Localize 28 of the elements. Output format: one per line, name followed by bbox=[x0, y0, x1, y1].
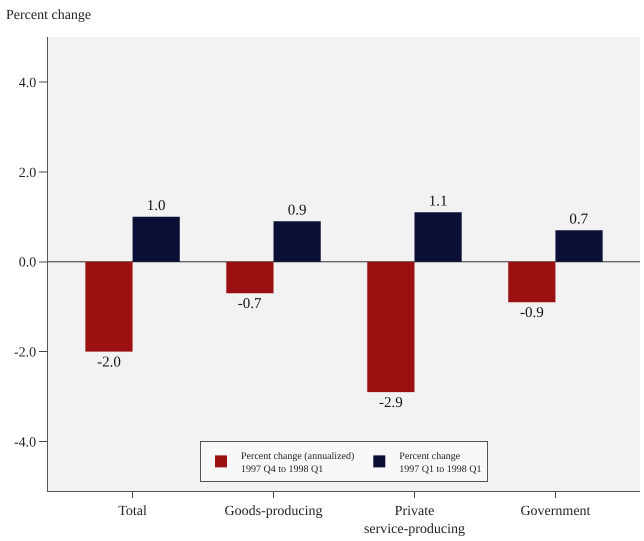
y-tick-label: -2.0 bbox=[14, 346, 36, 361]
data-label: 1.0 bbox=[146, 198, 166, 214]
x-tick-label: Goods-producing bbox=[224, 504, 323, 519]
data-label: -0.7 bbox=[238, 296, 262, 312]
legend-label: Percent change 1997 Q1 to 1998 Q1 bbox=[399, 450, 482, 475]
data-label: 1.1 bbox=[428, 193, 448, 210]
data-label: -2.0 bbox=[97, 354, 121, 371]
y-tick-label: 0.0 bbox=[18, 256, 36, 271]
x-tick-label: Total bbox=[118, 504, 147, 519]
bar bbox=[414, 212, 462, 262]
x-tick-label: Private service-producing bbox=[364, 504, 466, 537]
bar bbox=[555, 230, 603, 262]
bar bbox=[508, 262, 556, 302]
data-label: 0.7 bbox=[569, 211, 589, 228]
y-tick-label: 4.0 bbox=[18, 76, 36, 91]
y-tick-label: 2.0 bbox=[18, 166, 36, 181]
bar bbox=[226, 262, 274, 294]
bar bbox=[132, 216, 180, 262]
bar bbox=[85, 262, 133, 352]
y-tick-label: -4.0 bbox=[14, 435, 36, 450]
bar bbox=[367, 262, 414, 392]
legend-label: Percent change (annualized) 1997 Q4 to 1998 Q1 bbox=[241, 450, 354, 475]
x-tick-label: Government bbox=[520, 504, 591, 519]
data-label: -0.9 bbox=[520, 305, 544, 322]
data-label: 0.9 bbox=[288, 202, 307, 218]
data-label: -2.9 bbox=[378, 395, 403, 412]
y-axis-title: Percent change bbox=[6, 8, 92, 23]
bar bbox=[274, 221, 321, 262]
